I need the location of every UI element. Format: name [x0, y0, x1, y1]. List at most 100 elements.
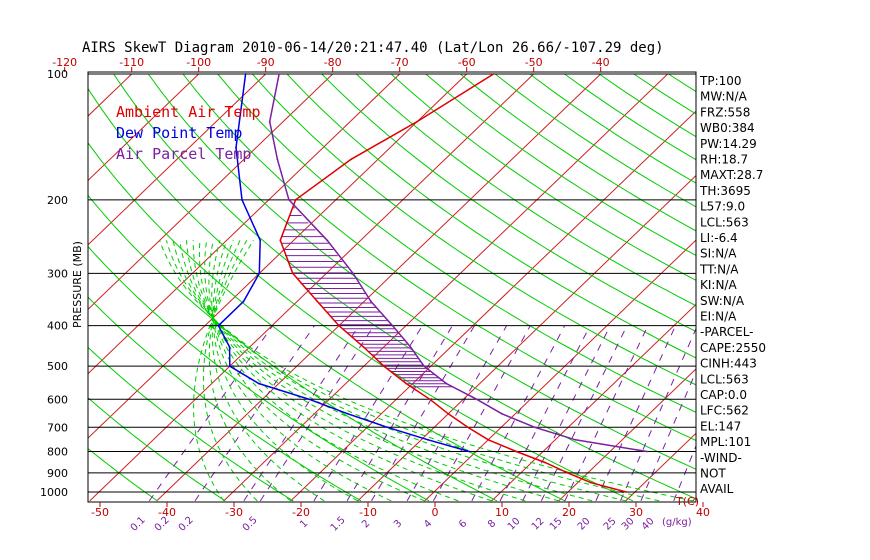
profile-point [646, 450, 648, 453]
bottom-tick-label: -40 [158, 506, 176, 519]
moist-adiabat [179, 240, 593, 502]
top-tick-label: -50 [525, 56, 543, 69]
stat-line: MPL:101 [700, 435, 751, 449]
dry-adiabat [668, 73, 696, 93]
stat-line: CAPE:2550 [700, 341, 766, 355]
dry-adiabat [286, 73, 696, 359]
profile-point [235, 146, 237, 149]
stat-line: LCL:563 [700, 215, 749, 229]
profile-point [258, 272, 261, 275]
isotherm [89, 73, 535, 502]
profile-point [268, 120, 271, 123]
mixing-ratio-line [432, 325, 531, 502]
stat-line: KI:N/A [700, 278, 737, 292]
profile-point [466, 426, 469, 429]
dry-adiabat [88, 245, 430, 502]
bottom-tick-label: -50 [91, 506, 109, 519]
profile-point [294, 198, 297, 201]
stat-line: EL:147 [700, 419, 741, 433]
isotherm [424, 239, 696, 502]
profile-point [346, 412, 349, 415]
y-axis-label: PRESSURE (MB) [71, 241, 84, 328]
mixing-ratio-label: 25 [602, 516, 619, 533]
top-tick-label: -70 [391, 56, 409, 69]
legend-entry: Dew Point Temp [116, 124, 242, 142]
isotherm [558, 368, 696, 502]
bottom-tick-label: 10 [495, 506, 509, 519]
plot-frame [87, 71, 697, 503]
profile-point [288, 198, 290, 201]
dry-adiabat [460, 73, 696, 232]
mixing-ratio-line [243, 325, 360, 502]
profile-point [574, 438, 577, 441]
top-tick-label: -60 [458, 56, 476, 69]
dry-adiabat [113, 73, 696, 500]
top-tick-label: -90 [257, 56, 275, 69]
profile-point [423, 365, 426, 368]
profile-point [391, 324, 394, 327]
pressure-tick-label: 300 [47, 267, 68, 280]
stat-line: TP:100 [699, 74, 742, 88]
profile-point [447, 412, 450, 415]
top-tick-label: -120 [52, 56, 77, 69]
pressure-tick-label: 100 [47, 68, 68, 81]
profile-point [416, 120, 419, 123]
mixing-ratio-line [564, 325, 649, 502]
stat-line: -WIND- [700, 451, 742, 465]
cape-hatching [281, 207, 453, 388]
mixing-ratio-line [259, 325, 375, 502]
profiles [217, 73, 648, 493]
stat-line: SI:N/A [700, 247, 737, 261]
stat-line: EI:N/A [700, 310, 737, 324]
profile-point [338, 324, 340, 327]
moist-adiabat [159, 240, 693, 502]
dry-adiabat [390, 73, 696, 281]
isotherm [491, 303, 696, 502]
bottom-tick-label: 0 [432, 506, 439, 519]
profile-point [383, 365, 385, 368]
profile-point [405, 382, 408, 385]
pressure-tick-label: 500 [47, 360, 68, 373]
stat-line: LFC:562 [700, 404, 749, 418]
dry-adiabat [217, 73, 696, 413]
mixing-ratio-line [595, 325, 676, 502]
dry-adiabat [494, 73, 696, 208]
dry-adiabat [147, 73, 696, 470]
mixing-ratio-line [620, 327, 696, 502]
isotherm [357, 174, 696, 502]
pressure-tick-label: 400 [47, 320, 68, 333]
profile-point [257, 382, 260, 385]
isotherm [827, 74, 870, 501]
dry-adiabat [88, 142, 566, 502]
bottom-tick-label: -30 [225, 506, 243, 519]
mixing-ratio-label: 1.5 [329, 515, 348, 534]
moist-adiabat [165, 240, 660, 502]
stat-line: FRZ:558 [700, 105, 750, 119]
stat-line: AVAIL [700, 482, 734, 496]
isotherm [760, 74, 870, 501]
stat-line: TH:3695 [699, 184, 751, 198]
top-tick-label: -40 [592, 56, 610, 69]
mixing-ratio-line [346, 325, 453, 502]
mixing-ratio-label: 0.5 [241, 515, 260, 534]
top-tick-label: -80 [324, 56, 342, 69]
profile-point [487, 438, 490, 441]
mixing-ratio-label: 1 [298, 518, 310, 530]
mixing-ratio-line [499, 325, 591, 502]
profile-point [244, 73, 247, 75]
profile-point [427, 438, 429, 441]
isotherm [156, 73, 602, 502]
mixing-ratio-line [148, 325, 274, 502]
mixing-ratio-label: 3 [392, 518, 404, 530]
dry-adiabat [321, 73, 696, 333]
isotherm [88, 73, 468, 439]
legend: Ambient Air Temp Dew Point Temp Air Parcel… [116, 103, 261, 163]
dry-adiabat [182, 73, 696, 442]
mixing-ratio-label: 0.1 [129, 515, 148, 534]
pressure-tick-label: 600 [47, 393, 68, 406]
profile-point [475, 398, 478, 401]
profile-point [500, 412, 503, 415]
profile-point [242, 300, 245, 303]
mixing-ratio-label: 0.2 [177, 515, 196, 534]
mixing-ratio-label: 6 [457, 518, 469, 530]
